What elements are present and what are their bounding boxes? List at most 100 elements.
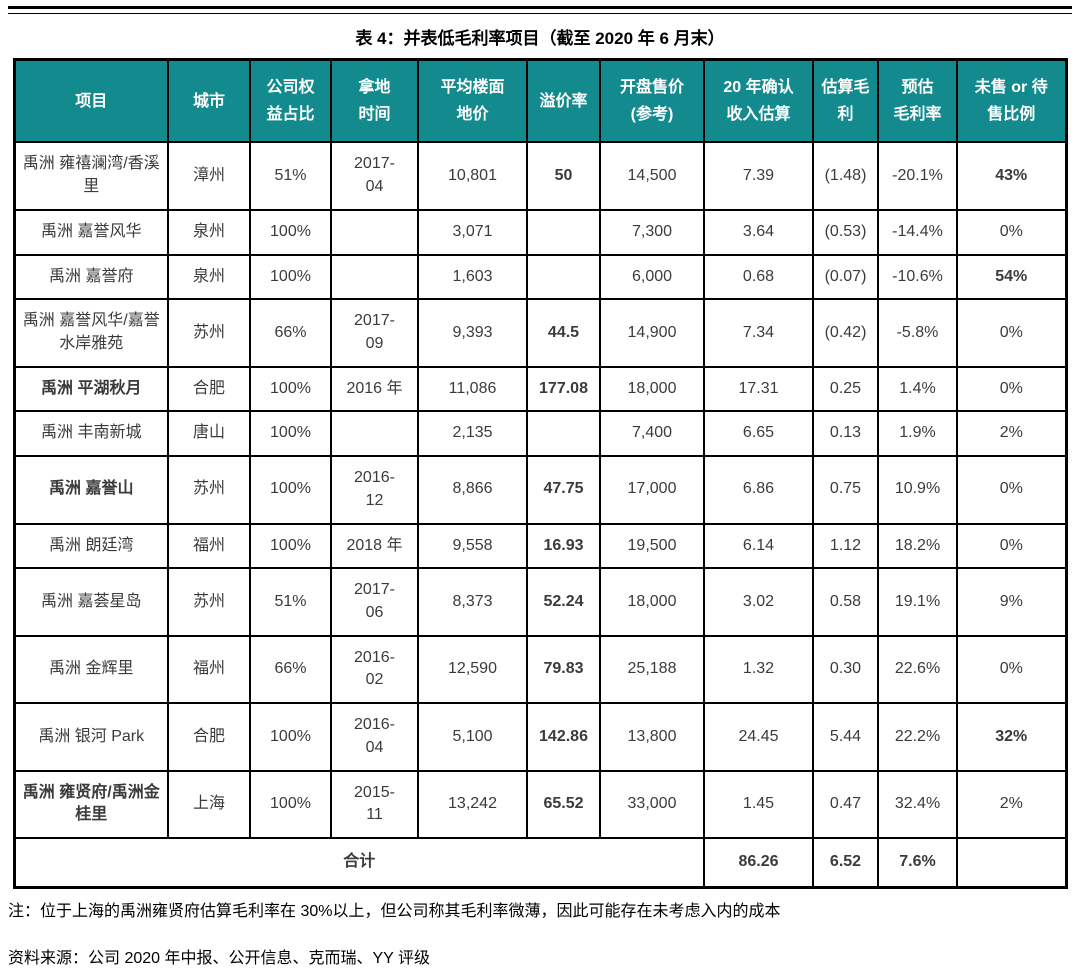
equity-cell: 100% <box>249 769 332 840</box>
revenue-cell: 17.31 <box>703 365 814 413</box>
city-cell: 苏州 <box>167 567 251 637</box>
floor-price-cell: 8,373 <box>417 567 528 637</box>
city-cell: 苏州 <box>167 455 251 525</box>
revenue-cell: 6.14 <box>703 522 814 570</box>
total-unsold-cell <box>956 837 1067 889</box>
low-margin-projects-table: 项目 城市 公司权 益占比 拿地 时间 平均楼面 地价 溢价率 开盘售价 (参考) 20 年确… <box>12 58 1068 889</box>
gross-margin-cell: 19.1% <box>877 567 958 637</box>
gross-profit-cell: 0.47 <box>812 769 879 840</box>
source-line: 资料来源：公司 2020 年中报、公开信息、克而瑞、YY 评级 <box>8 949 430 967</box>
table-row: 禹洲 朗廷湾 福州 100% 2018 年 9,558 16.93 19,500 6.14 1.… <box>13 522 1067 570</box>
unsold-ratio-cell: 43% <box>956 141 1067 211</box>
equity-cell: 100% <box>249 455 332 525</box>
project-cell: 禹洲 朗廷湾 <box>13 522 169 570</box>
floor-price-cell: 3,071 <box>417 208 528 256</box>
land-date-cell: 2017- 09 <box>330 298 419 368</box>
premium-rate-cell: 142.86 <box>526 702 601 772</box>
equity-cell: 66% <box>249 298 332 368</box>
land-date-cell: 2017- 04 <box>330 141 419 211</box>
equity-cell: 51% <box>249 567 332 637</box>
table-row: 禹洲 金辉里 福州 66% 2016- 02 12,590 79.83 25,188 1.32… <box>13 634 1067 705</box>
report-page: 表 4：并表低毛利率项目（截至 2020 年 6 月末） 项目 城市 公司权 益占比… <box>0 6 1080 976</box>
gross-profit-cell: 1.12 <box>812 522 879 570</box>
revenue-cell: 7.39 <box>703 141 814 211</box>
gross-margin-cell: -10.6% <box>877 253 958 301</box>
gross-profit-cell: 0.25 <box>812 365 879 413</box>
open-price-cell: 14,500 <box>599 141 705 211</box>
unsold-ratio-cell: 0% <box>956 298 1067 368</box>
unsold-ratio-cell: 0% <box>956 522 1067 570</box>
floor-price-cell: 2,135 <box>417 410 528 458</box>
table-row: 禹洲 嘉荟星岛 苏州 51% 2017- 06 8,373 52.24 18,000 3.02… <box>13 567 1067 637</box>
equity-cell: 100% <box>249 410 332 458</box>
gross-profit-cell: (1.48) <box>812 141 879 211</box>
city-cell: 合肥 <box>167 702 251 772</box>
column-header-2: 公司权 益占比 <box>249 58 332 144</box>
land-date-cell: 2017- 06 <box>330 567 419 637</box>
revenue-cell: 24.45 <box>703 702 814 772</box>
open-price-cell: 17,000 <box>599 455 705 525</box>
project-cell: 禹洲 嘉誉山 <box>13 455 169 525</box>
total-row: 合计 86.26 6.52 7.6% <box>13 837 1067 889</box>
unsold-ratio-cell: 0% <box>956 365 1067 413</box>
gross-margin-cell: -20.1% <box>877 141 958 211</box>
city-cell: 漳州 <box>167 141 251 211</box>
table-row: 禹洲 嘉誉风华 泉州 100% 3,071 7,300 3.64 (0.53) -14.4% 0… <box>13 208 1067 256</box>
footnote: 注：位于上海的禹洲雍贤府估算毛利率在 30%以上，但公司称其毛利率微薄，因此可能… <box>8 902 781 920</box>
table-row: 禹洲 丰南新城 唐山 100% 2,135 7,400 6.65 0.13 1.9% 2% <box>13 410 1067 458</box>
gross-profit-cell: 0.13 <box>812 410 879 458</box>
open-price-cell: 25,188 <box>599 634 705 705</box>
city-cell: 福州 <box>167 522 251 570</box>
revenue-cell: 1.32 <box>703 634 814 705</box>
revenue-cell: 0.68 <box>703 253 814 301</box>
table-row: 禹洲 嘉誉山 苏州 100% 2016- 12 8,866 47.75 17,000 6.86… <box>13 455 1067 525</box>
city-cell: 上海 <box>167 769 251 840</box>
floor-price-cell: 1,603 <box>417 253 528 301</box>
open-price-cell: 33,000 <box>599 769 705 840</box>
premium-rate-cell <box>526 208 601 256</box>
gross-margin-cell: 22.6% <box>877 634 958 705</box>
gross-profit-cell: 5.44 <box>812 702 879 772</box>
city-cell: 苏州 <box>167 298 251 368</box>
premium-rate-cell: 177.08 <box>526 365 601 413</box>
total-revenue-cell: 86.26 <box>703 837 814 889</box>
land-date-cell: 2016- 02 <box>330 634 419 705</box>
premium-rate-cell: 16.93 <box>526 522 601 570</box>
gross-margin-cell: 32.4% <box>877 769 958 840</box>
open-price-cell: 7,400 <box>599 410 705 458</box>
column-header-0: 项目 <box>13 58 169 144</box>
column-header-10: 未售 or 待 售比例 <box>956 58 1067 144</box>
unsold-ratio-cell: 9% <box>956 567 1067 637</box>
equity-cell: 100% <box>249 365 332 413</box>
floor-price-cell: 9,558 <box>417 522 528 570</box>
revenue-cell: 3.02 <box>703 567 814 637</box>
premium-rate-cell: 47.75 <box>526 455 601 525</box>
floor-price-cell: 13,242 <box>417 769 528 840</box>
city-cell: 唐山 <box>167 410 251 458</box>
table-title: 表 4：并表低毛利率项目（截至 2020 年 6 月末） <box>355 29 725 48</box>
equity-cell: 51% <box>249 141 332 211</box>
floor-price-cell: 12,590 <box>417 634 528 705</box>
project-cell: 禹洲 嘉誉府 <box>13 253 169 301</box>
gross-margin-cell: 10.9% <box>877 455 958 525</box>
total-gross-margin-cell: 7.6% <box>877 837 958 889</box>
gross-margin-cell: -14.4% <box>877 208 958 256</box>
equity-cell: 100% <box>249 253 332 301</box>
open-price-cell: 6,000 <box>599 253 705 301</box>
table-row: 禹洲 雍禧澜湾/香溪里 漳州 51% 2017- 04 10,801 50 14,500 7.… <box>13 141 1067 211</box>
premium-rate-cell <box>526 253 601 301</box>
equity-cell: 66% <box>249 634 332 705</box>
project-cell: 禹洲 雍贤府/禹洲金桂里 <box>13 769 169 840</box>
table-row: 禹洲 嘉誉府 泉州 100% 1,603 6,000 0.68 (0.07) -10.6% 54… <box>13 253 1067 301</box>
gross-profit-cell: (0.07) <box>812 253 879 301</box>
column-header-3: 拿地 时间 <box>330 58 419 144</box>
unsold-ratio-cell: 0% <box>956 208 1067 256</box>
open-price-cell: 19,500 <box>599 522 705 570</box>
project-cell: 禹洲 平湖秋月 <box>13 365 169 413</box>
equity-cell: 100% <box>249 522 332 570</box>
project-cell: 禹洲 嘉誉风华 <box>13 208 169 256</box>
premium-rate-cell: 65.52 <box>526 769 601 840</box>
city-cell: 泉州 <box>167 208 251 256</box>
gross-profit-cell: 0.30 <box>812 634 879 705</box>
premium-rate-cell: 52.24 <box>526 567 601 637</box>
